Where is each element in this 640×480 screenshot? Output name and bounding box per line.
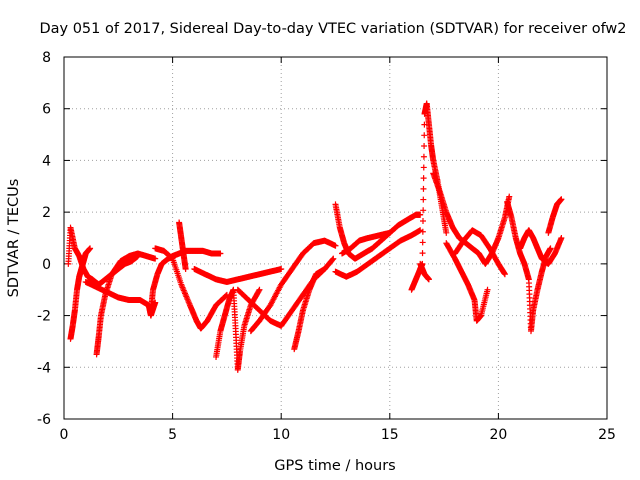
- plot-frame: [63, 56, 608, 420]
- data-point: [421, 143, 428, 150]
- data-point: [255, 287, 262, 294]
- data-point: [420, 185, 427, 192]
- data-point: [420, 218, 427, 225]
- data-point: [420, 175, 427, 182]
- series-arc-h: [191, 266, 285, 285]
- data-point: [332, 242, 339, 249]
- data-point: [501, 271, 508, 278]
- series-arc-t: [451, 227, 508, 278]
- data-point: [420, 196, 427, 203]
- series-arc-v: [517, 227, 565, 267]
- series-arc-k: [247, 237, 339, 335]
- data-point: [329, 256, 336, 263]
- y-tick-label: -2: [37, 309, 51, 325]
- y-axis-label: SDTVAR / TECUs: [6, 179, 22, 298]
- y-tick-label: 2: [42, 205, 51, 221]
- data-point: [421, 132, 428, 139]
- data-point: [278, 266, 285, 273]
- data-point: [420, 164, 427, 171]
- data-points: [65, 100, 565, 373]
- series-arc-u: [504, 198, 554, 335]
- data-point: [87, 245, 94, 252]
- series-arc-f: [152, 245, 230, 332]
- data-point: [386, 229, 393, 236]
- series-arc-w: [545, 196, 565, 236]
- y-tick-label: 4: [42, 153, 51, 169]
- data-point: [417, 211, 424, 218]
- data-point: [182, 266, 189, 273]
- series-arc-o: [339, 229, 393, 257]
- data-point: [419, 228, 426, 235]
- data-point: [425, 276, 432, 283]
- y-tick-label: 6: [42, 102, 51, 118]
- x-tick-label: 20: [489, 427, 507, 443]
- chart-title: Day 051 of 2017, Sidereal Day-to-day VTE…: [39, 21, 626, 37]
- series-arc-g: [176, 219, 189, 273]
- series-arc-d: [82, 278, 159, 319]
- data-point: [420, 153, 427, 160]
- data-point: [443, 229, 450, 236]
- series-arc-l: [291, 255, 337, 353]
- data-point: [558, 196, 565, 203]
- data-point: [330, 255, 337, 262]
- series-arc-n: [332, 227, 424, 280]
- data-point: [419, 250, 426, 257]
- x-tick-label: 10: [272, 427, 290, 443]
- y-tick-label: 0: [42, 257, 51, 273]
- data-point: [217, 250, 224, 257]
- data-point: [419, 239, 426, 246]
- series-arc-i: [213, 286, 263, 373]
- x-tick-label: 15: [381, 427, 399, 443]
- y-tick-label: -6: [37, 412, 51, 428]
- data-point: [547, 245, 554, 252]
- data-point: [152, 255, 159, 262]
- series-arc-b: [67, 245, 94, 342]
- data-point: [420, 207, 427, 214]
- x-axis-label: GPS time / hours: [274, 458, 395, 474]
- y-tick-label: 8: [42, 50, 51, 66]
- x-tick-label: 0: [60, 427, 69, 443]
- data-point: [558, 235, 565, 241]
- x-tick-label: 25: [598, 427, 616, 443]
- series-arc-e: [147, 247, 224, 314]
- data-point: [484, 286, 491, 293]
- series-arc-q: [417, 260, 432, 283]
- series-arc-c: [93, 250, 159, 358]
- series-arc-s: [443, 240, 491, 324]
- x-tick-label: 5: [168, 427, 177, 443]
- data-point: [256, 286, 263, 293]
- data-point: [506, 193, 513, 200]
- y-tick-label: -4: [37, 360, 51, 376]
- axis-ticks: 0 5 10 15 20 25 -6 -4 -2 0 2 4 6 8: [37, 50, 616, 443]
